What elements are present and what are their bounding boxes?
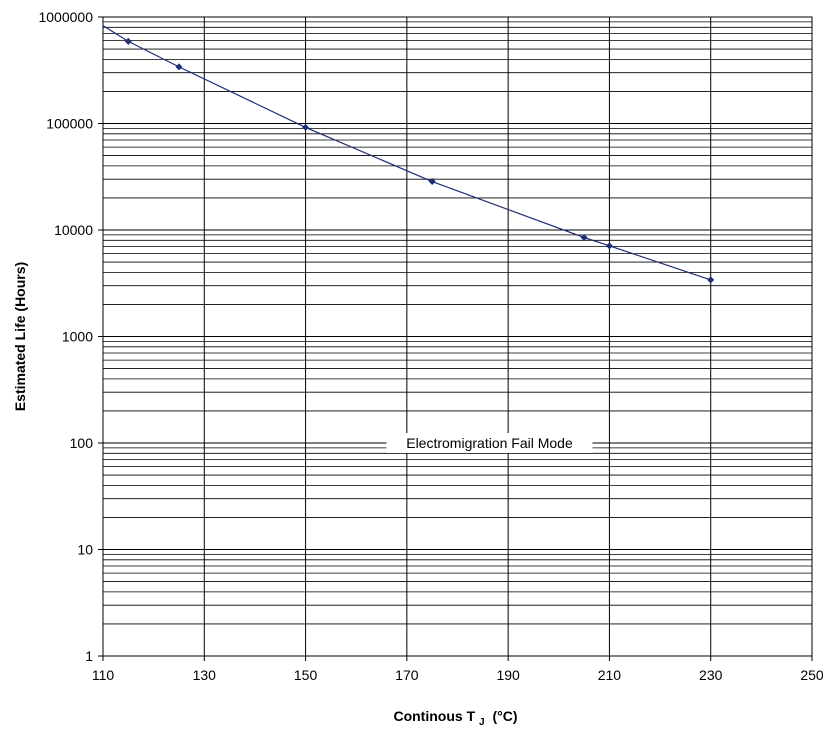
x-tick-label: 230 — [699, 667, 723, 683]
data-point-marker — [302, 123, 310, 131]
y-tick-label: 100 — [70, 435, 94, 451]
x-axis-title: Continous T J (°C) — [393, 708, 517, 728]
series — [102, 25, 715, 284]
y-tick-label: 10000 — [54, 222, 93, 238]
data-point-marker — [428, 178, 436, 186]
y-tick-label: 1000000 — [38, 9, 93, 25]
y-tick-label: 100000 — [46, 116, 93, 132]
x-tick-label: 150 — [294, 667, 318, 683]
series-line — [102, 25, 711, 281]
x-tick-label: 210 — [598, 667, 622, 683]
y-axis-title: Estimated Life (Hours) — [12, 262, 28, 411]
y-tick-label: 10 — [77, 542, 93, 558]
x-axis-title-unit: (°C) — [492, 708, 517, 724]
annotation-background — [386, 433, 593, 453]
y-tick-label: 1000 — [62, 329, 93, 345]
data-point-marker — [580, 234, 588, 242]
data-point-marker — [605, 242, 613, 250]
x-tick-label: 250 — [800, 667, 824, 683]
x-axis-title-subscript: J — [479, 717, 485, 728]
y-axis-ticks: 1 10 100 1000 10000 100000 1000000 — [38, 9, 103, 664]
x-tick-label: 190 — [496, 667, 520, 683]
x-tick-label: 130 — [193, 667, 217, 683]
y-tick-label: 1 — [85, 648, 93, 664]
x-axis-title-main: Continous T — [393, 708, 475, 724]
data-point-marker — [175, 63, 183, 71]
annotation-label: Electromigration Fail Mode — [406, 435, 573, 451]
x-tick-label: 170 — [395, 667, 419, 683]
data-point-marker — [707, 276, 715, 284]
grid — [102, 17, 813, 657]
x-tick-label: 110 — [92, 667, 115, 683]
data-point-marker — [124, 37, 132, 45]
annotation-group: Electromigration Fail Mode — [386, 433, 593, 453]
x-axis-ticks: 110 130 150 170 190 210 230 250 — [92, 656, 824, 683]
